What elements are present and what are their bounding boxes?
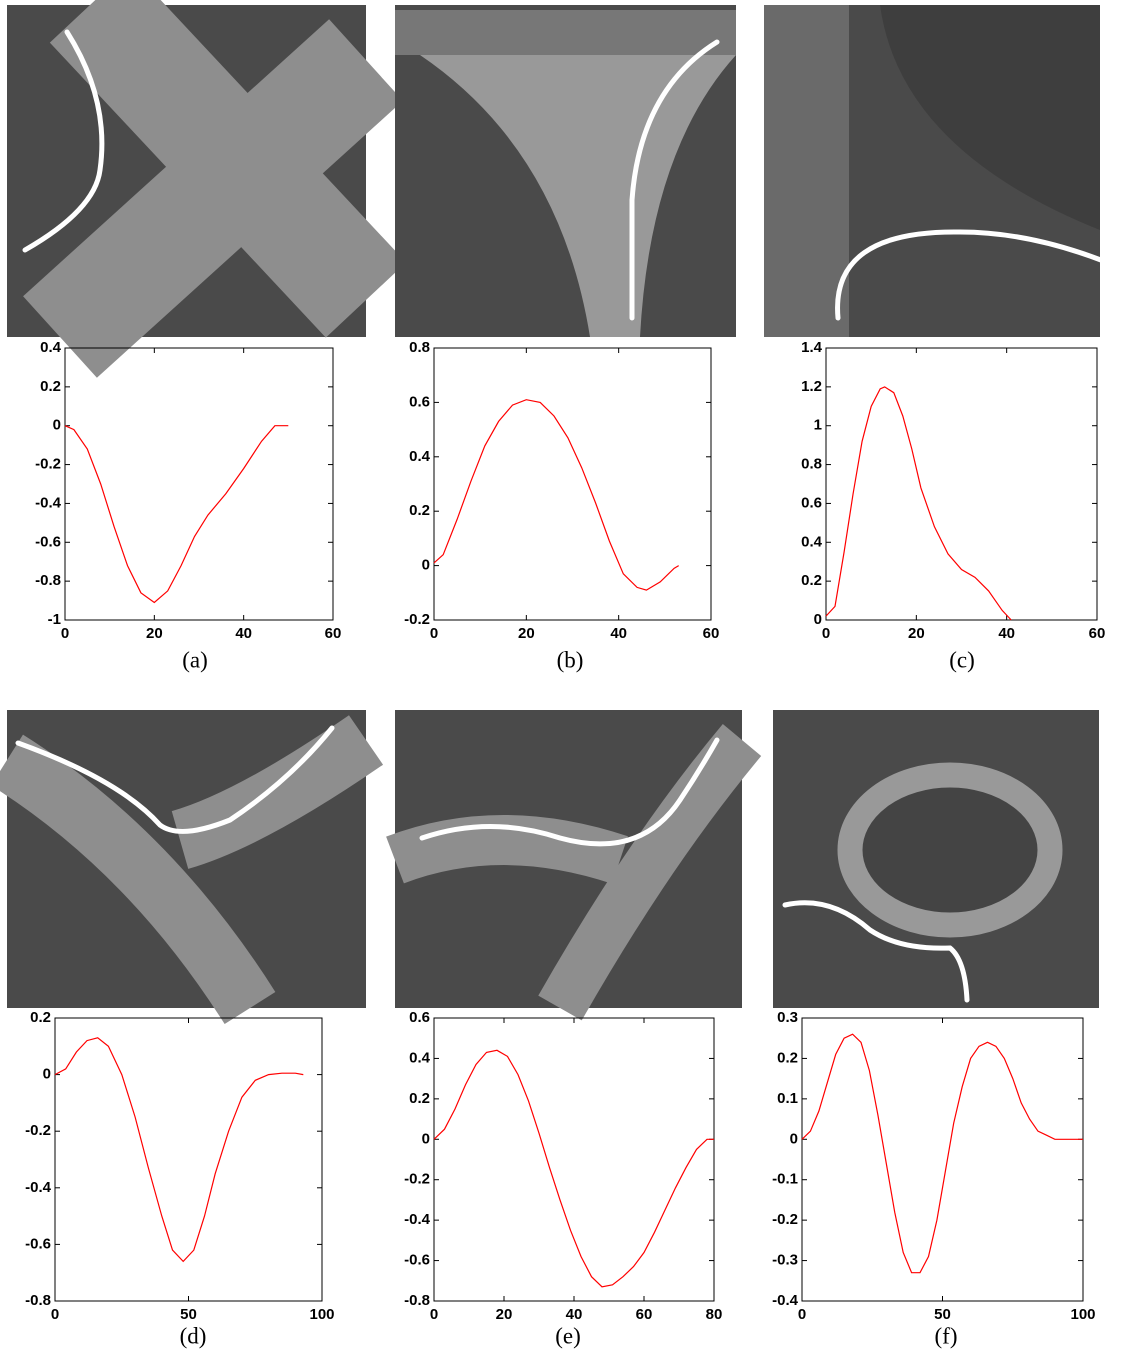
y-tick-label: -0.4 — [35, 494, 62, 511]
y-tick-label: 0.2 — [409, 1090, 430, 1107]
caption: (f) — [935, 1323, 958, 1348]
y-tick-label: -0.8 — [25, 1292, 51, 1309]
y-tick-label: 1.2 — [801, 378, 822, 395]
y-tick-label: 1 — [814, 417, 822, 434]
y-tick-label: -0.2 — [772, 1211, 798, 1228]
x-tick-label: 20 — [146, 625, 163, 642]
y-tick-label: 0 — [422, 557, 430, 574]
x-tick-label: 60 — [636, 1306, 653, 1323]
data-line — [64, 425, 289, 604]
y-tick-label: 0.2 — [777, 1049, 798, 1066]
y-tick-label: 0.2 — [40, 378, 61, 395]
y-tick-label: 0.2 — [409, 502, 430, 519]
x-tick-label: 0 — [61, 625, 69, 642]
x-tick-label: 100 — [1070, 1306, 1095, 1323]
image-b — [395, 5, 736, 337]
y-tick-label: 0 — [422, 1130, 430, 1147]
y-tick-label: 0.1 — [777, 1090, 798, 1107]
y-tick-label: -0.2 — [35, 456, 61, 473]
y-tick-label: -0.8 — [404, 1292, 430, 1309]
caption: (c) — [949, 647, 975, 672]
caption: (b) — [557, 647, 584, 672]
x-tick-label: 0 — [51, 1306, 59, 1323]
y-tick-label: 0.8 — [409, 339, 430, 356]
x-tick-label: 0 — [798, 1306, 806, 1323]
y-tick-label: 0.8 — [801, 456, 822, 473]
x-tick-label: 80 — [706, 1306, 723, 1323]
x-tick-label: 20 — [518, 625, 535, 642]
caption: (d) — [180, 1323, 207, 1348]
data-line — [433, 399, 680, 591]
y-tick-label: -0.4 — [25, 1179, 52, 1196]
y-tick-label: -0.1 — [772, 1171, 798, 1188]
y-tick-label: -0.3 — [772, 1252, 798, 1269]
x-tick-label: 20 — [908, 625, 925, 642]
y-tick-label: 0 — [43, 1066, 51, 1083]
y-tick-label: 0.4 — [801, 533, 823, 550]
caption: (a) — [182, 647, 208, 672]
plot-frame — [54, 1017, 323, 1302]
caption: (e) — [555, 1323, 581, 1348]
y-tick-label: -0.2 — [404, 611, 430, 628]
plot-frame — [825, 347, 1098, 621]
image-c — [764, 5, 1133, 337]
y-tick-label: 0 — [53, 417, 61, 434]
y-tick-label: 0.4 — [40, 339, 62, 356]
image-e — [386, 710, 762, 1021]
y-tick-label: 0 — [790, 1130, 798, 1147]
x-tick-label: 100 — [309, 1306, 334, 1323]
x-tick-label: 40 — [998, 625, 1015, 642]
y-tick-label: -0.8 — [35, 572, 61, 589]
x-tick-label: 40 — [235, 625, 252, 642]
y-tick-label: -0.4 — [404, 1211, 431, 1228]
y-tick-label: 0.6 — [409, 393, 430, 410]
y-tick-label: -1 — [48, 611, 61, 628]
y-tick-label: -0.6 — [25, 1235, 51, 1252]
y-tick-label: -0.6 — [35, 533, 61, 550]
aerial-images — [0, 0, 1133, 1025]
y-tick-label: 1.4 — [801, 339, 823, 356]
y-tick-label: -0.2 — [25, 1122, 51, 1139]
y-tick-label: 0.6 — [409, 1009, 430, 1026]
x-tick-label: 40 — [566, 1306, 583, 1323]
data-line — [433, 1049, 714, 1288]
image-f — [773, 710, 1099, 1008]
y-tick-label: 0.4 — [409, 1049, 431, 1066]
plot-frame — [433, 347, 712, 621]
y-tick-label: -0.4 — [772, 1292, 799, 1309]
y-tick-label: 0.2 — [30, 1009, 51, 1026]
data-line — [801, 1033, 1083, 1274]
image-a — [7, 0, 407, 378]
x-tick-label: 60 — [703, 625, 720, 642]
y-tick-label: 0.2 — [801, 572, 822, 589]
y-tick-label: 0 — [814, 611, 822, 628]
y-tick-label: 0.6 — [801, 494, 822, 511]
image-d — [0, 710, 384, 1025]
x-tick-label: 20 — [496, 1306, 513, 1323]
y-tick-label: 0.4 — [409, 448, 431, 465]
plot-frame — [433, 1017, 715, 1302]
y-tick-label: -0.2 — [404, 1171, 430, 1188]
plot-frame — [801, 1017, 1084, 1302]
x-tick-label: 50 — [934, 1306, 951, 1323]
x-tick-label: 60 — [1089, 625, 1106, 642]
data-line — [825, 386, 1012, 621]
x-tick-label: 0 — [430, 1306, 438, 1323]
x-tick-label: 40 — [610, 625, 627, 642]
plot-frame — [64, 347, 334, 621]
x-tick-label: 50 — [180, 1306, 197, 1323]
x-tick-label: 0 — [822, 625, 830, 642]
y-tick-label: 0.3 — [777, 1009, 798, 1026]
data-line — [54, 1037, 304, 1263]
x-tick-label: 0 — [430, 625, 438, 642]
y-tick-label: -0.6 — [404, 1252, 430, 1269]
x-tick-label: 60 — [325, 625, 342, 642]
